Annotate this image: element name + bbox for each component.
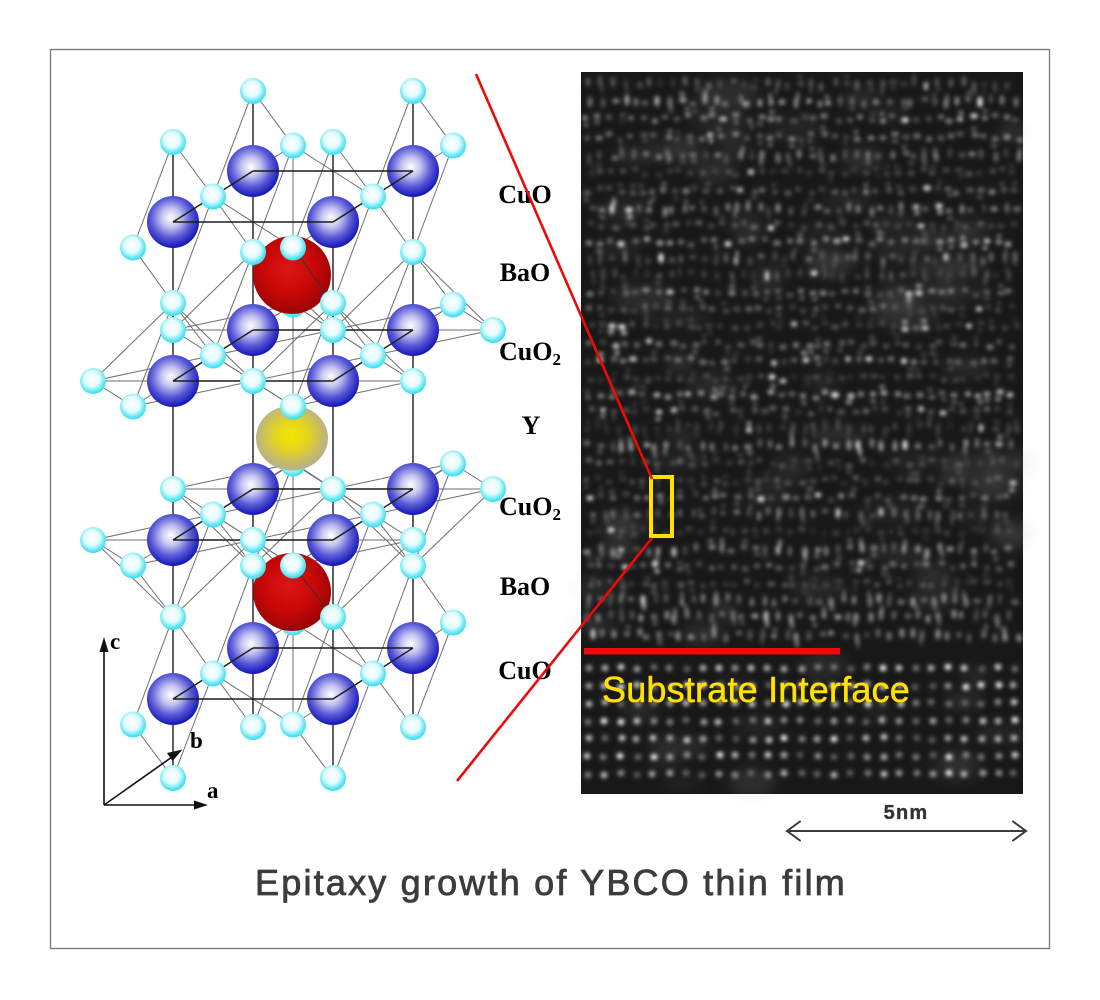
svg-text:CuO2: CuO2 xyxy=(499,492,561,524)
svg-text:CuO2: CuO2 xyxy=(499,337,561,369)
svg-text:BaO: BaO xyxy=(500,572,551,601)
svg-text:CuO: CuO xyxy=(498,656,551,685)
svg-text:Y: Y xyxy=(522,411,541,440)
svg-text:Epitaxy growth of YBCO thin fi: Epitaxy growth of YBCO thin film xyxy=(255,862,847,903)
svg-text:BaO: BaO xyxy=(500,258,551,287)
svg-text:5nm: 5nm xyxy=(884,802,929,824)
svg-text:Substrate Interface: Substrate Interface xyxy=(602,669,910,710)
svg-text:c: c xyxy=(110,629,120,654)
svg-text:b: b xyxy=(190,728,203,753)
svg-text:a: a xyxy=(207,778,219,803)
